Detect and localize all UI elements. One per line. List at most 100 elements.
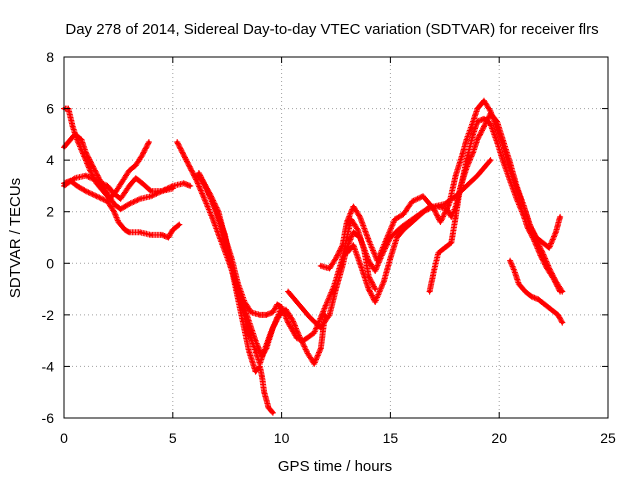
data-point [88, 168, 92, 173]
y-tick-label: 6 [46, 101, 54, 117]
data-point [264, 313, 268, 317]
data-point [475, 119, 479, 124]
grid [64, 57, 608, 418]
data-point [206, 189, 210, 193]
data-point [502, 140, 506, 144]
data-point [201, 194, 205, 198]
data-point [547, 266, 551, 270]
y-tick-label: -4 [42, 358, 55, 374]
data-point [554, 279, 558, 283]
data-point [458, 186, 462, 191]
data-point [312, 331, 316, 335]
data-point [508, 179, 512, 183]
data-point [351, 243, 355, 247]
data-point [543, 302, 547, 307]
y-tick-label: -6 [42, 410, 55, 426]
data-point [119, 197, 123, 201]
data-point [84, 189, 88, 193]
data-point [345, 251, 349, 255]
data-point [166, 235, 170, 240]
data-point [454, 215, 458, 219]
data-point [560, 321, 564, 325]
x-axis-label: GPS time / hours [278, 458, 392, 475]
data-point [508, 161, 512, 165]
data-point [534, 238, 538, 242]
data-point [327, 266, 332, 270]
data-point [105, 199, 110, 203]
data-point [495, 119, 499, 124]
data-point [560, 290, 564, 294]
data-point [319, 346, 323, 350]
data-point [66, 140, 70, 144]
data-point [171, 228, 175, 232]
data-point [323, 305, 327, 309]
data-point [345, 220, 349, 224]
data-point [286, 321, 290, 325]
data-point [375, 259, 379, 263]
data-point [182, 181, 186, 185]
data-point [421, 194, 425, 198]
data-point [149, 189, 153, 193]
x-tick-label: 10 [274, 430, 290, 446]
data-point [227, 253, 231, 258]
y-tick-label: -2 [42, 307, 55, 323]
data-point [367, 238, 371, 242]
data-point [528, 223, 532, 227]
data-point [351, 230, 355, 234]
x-tick-label: 5 [169, 430, 177, 446]
data-point [266, 406, 271, 410]
data-point [108, 197, 112, 201]
data-point [428, 205, 432, 209]
data-point [219, 238, 223, 242]
data-point [188, 184, 192, 188]
data-point [253, 370, 258, 374]
series-arc-11 [343, 115, 564, 305]
x-tick-label: 20 [491, 430, 507, 446]
data-point [90, 163, 94, 167]
series-arc-8 [198, 175, 285, 367]
y-axis-label: SDTVAR / TECUs [7, 178, 24, 298]
data-point [177, 223, 181, 227]
data-point [367, 287, 371, 291]
data-point [105, 184, 110, 188]
data-point [112, 210, 116, 214]
data-point [482, 125, 486, 129]
data-point [84, 174, 88, 178]
data-point [269, 331, 273, 335]
data-point [271, 411, 275, 415]
x-tick-label: 15 [383, 430, 399, 446]
data-point [286, 290, 290, 294]
data-point [127, 168, 131, 173]
data-point [334, 287, 338, 291]
data-point [240, 308, 244, 312]
y-tick-labels: 8 6 4 2 0 -2 -4 -6 [42, 49, 55, 426]
data-point [134, 163, 138, 167]
data-point [488, 112, 493, 116]
data-point [449, 241, 453, 245]
data-markers [61, 97, 566, 416]
data-point [262, 390, 266, 394]
data-point [356, 228, 360, 232]
x-tick-label: 25 [600, 430, 616, 446]
data-point [101, 189, 105, 193]
data-point [438, 220, 442, 224]
data-point [243, 300, 247, 304]
series-markers [191, 172, 379, 344]
data-point [367, 259, 371, 263]
data-point [149, 194, 153, 198]
data-point [536, 297, 541, 301]
data-point [260, 375, 264, 379]
data-point [384, 238, 388, 242]
data-point [275, 302, 279, 307]
data-point [436, 251, 440, 255]
data-point [182, 153, 186, 157]
data-point [465, 137, 469, 142]
data-point [134, 176, 138, 180]
data-point [171, 186, 175, 191]
data-point [410, 199, 414, 203]
data-point [140, 181, 144, 185]
data-point [556, 313, 560, 317]
data-point [515, 184, 519, 188]
data-point [471, 119, 475, 124]
data-point [340, 243, 345, 247]
